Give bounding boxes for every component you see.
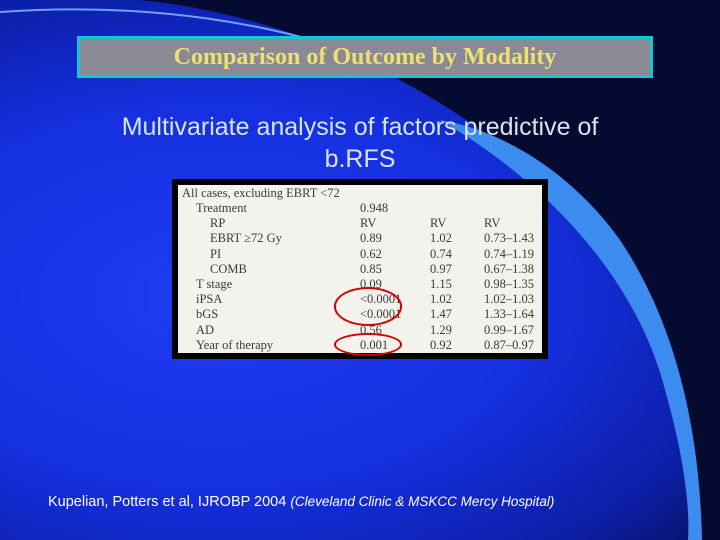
row-value-2: 1.47 xyxy=(430,307,452,322)
row-value-2: 1.15 xyxy=(430,277,452,291)
table-row: COMB 0.85 0.97 0.67–1.38 xyxy=(178,262,542,277)
row-value-3: 0.74–1.19 xyxy=(484,246,534,261)
citation-institution: (Cleveland Clinic & MSKCC Mercy Hospital… xyxy=(290,494,555,509)
results-table: All cases, excluding EBRT <72 Treatment 0… xyxy=(178,185,542,356)
light-curve xyxy=(440,120,702,540)
row-label: EBRT ≥72 Gy xyxy=(210,231,282,246)
row-value-2: 0.74 xyxy=(430,246,452,261)
row-label: iPSA xyxy=(196,292,223,307)
table-row: Treatment 0.948 xyxy=(178,201,542,216)
subtitle-line-2: b.RFS xyxy=(324,145,396,173)
row-value-3: 0.98–1.35 xyxy=(484,277,534,291)
row-value-1: 0.85 xyxy=(360,261,382,276)
citation: Kupelian, Potters et al, IJROBP 2004 (Cl… xyxy=(48,494,678,510)
row-value-3: RV xyxy=(484,216,501,231)
row-value-1: 0.948 xyxy=(360,201,389,215)
row-label: bGS xyxy=(196,307,219,322)
row-value-2: 1.29 xyxy=(430,322,452,337)
row-value-1: 0.62 xyxy=(360,246,382,261)
row-value-3: 1.02–1.03 xyxy=(484,292,534,307)
row-label: Year of therapy xyxy=(196,337,274,352)
table-row: EBRT ≥72 Gy 0.89 1.02 0.73–1.43 xyxy=(178,231,542,246)
row-value-2: 0.92 xyxy=(430,337,452,352)
row-value-2: 1.02 xyxy=(430,292,452,307)
row-label: RP xyxy=(210,216,226,231)
table-row: PI 0.62 0.74 0.74–1.19 xyxy=(178,247,542,262)
row-value-3: 1.33–1.64 xyxy=(484,307,534,322)
row-value-2: 1.02 xyxy=(430,231,452,246)
table-image-frame: All cases, excluding EBRT <72 Treatment 0… xyxy=(172,179,548,359)
row-value-3: 0.87–0.97 xyxy=(484,337,534,352)
row-label: Treatment xyxy=(196,201,247,215)
row-label: T stage xyxy=(196,277,233,291)
subtitle-line-1: Multivariate analysis of factors predict… xyxy=(121,113,599,141)
title-box: Comparison of Outcome by Modality xyxy=(77,36,653,78)
row-value-3: 0.73–1.43 xyxy=(484,231,534,246)
row-value-3: 0.67–1.38 xyxy=(484,261,534,276)
highlight-circle xyxy=(334,287,402,326)
row-value-2: 0.97 xyxy=(430,261,452,276)
slide-title: Comparison of Outcome by Modality xyxy=(173,43,557,70)
row-value-2: RV xyxy=(430,216,447,231)
row-value-1: 0.89 xyxy=(360,231,382,246)
row-value-3: 0.99–1.67 xyxy=(484,322,534,337)
row-value-1: RV xyxy=(360,216,377,231)
row-label: AD xyxy=(196,322,215,337)
table-row: RP RV RV RV xyxy=(178,216,542,231)
citation-main: Kupelian, Potters et al, IJROBP 2004 xyxy=(48,494,287,510)
table-header: All cases, excluding EBRT <72 xyxy=(182,186,340,200)
highlight-circle xyxy=(334,332,402,356)
row-label: PI xyxy=(210,246,222,261)
slide-subtitle: Multivariate analysis of factors predict… xyxy=(60,111,660,175)
row-label: COMB xyxy=(210,261,247,276)
